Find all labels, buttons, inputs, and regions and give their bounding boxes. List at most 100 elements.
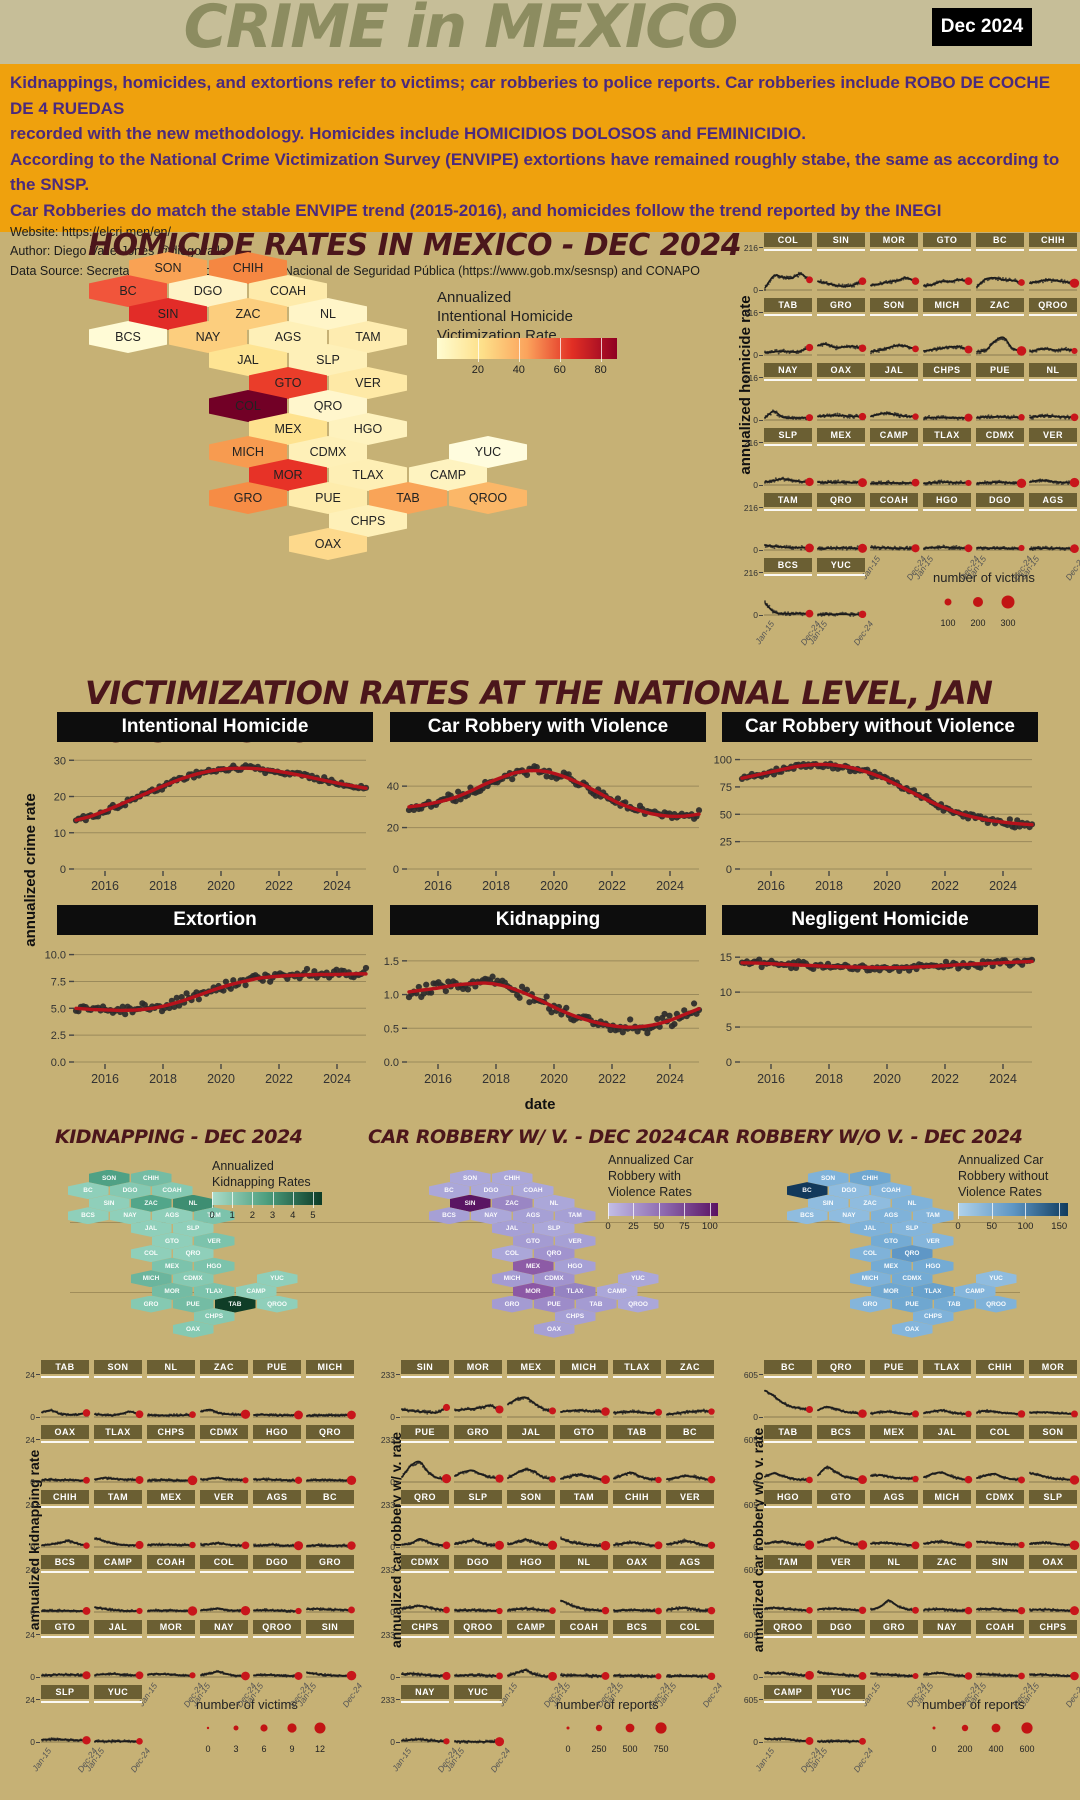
robbery_nv-cell-header-coah: COAH bbox=[976, 1620, 1024, 1634]
svg-text:2020: 2020 bbox=[540, 879, 568, 893]
cell-underline bbox=[666, 1376, 714, 1378]
robbery_nv-cell-header-chps: CHPS bbox=[1029, 1620, 1077, 1634]
svg-text:20: 20 bbox=[387, 823, 399, 835]
homicide-cell-chart-pue bbox=[976, 414, 1025, 421]
hex-kidnapping-chih: CHIH bbox=[130, 1169, 172, 1187]
ytick-dash bbox=[759, 420, 763, 421]
cell-underline bbox=[923, 444, 971, 446]
cell-underline bbox=[41, 1571, 89, 1573]
hex-robbery_nv-oax: OAX bbox=[891, 1320, 933, 1338]
homicide-cell-header-sin: SIN bbox=[817, 233, 865, 247]
svg-text:2020: 2020 bbox=[873, 1072, 901, 1086]
cell-underline bbox=[666, 1441, 714, 1443]
national-chart-5: 0 5 10 15 2016 2018 2020 2022 2024 bbox=[720, 952, 1036, 1086]
robbery_v-ytick-min: 0 bbox=[390, 1412, 395, 1422]
national-chart-title-5: Negligent Homicide bbox=[722, 905, 1038, 935]
kidnapping-cell-chart-col bbox=[200, 1605, 251, 1616]
ytick-dash bbox=[759, 1612, 763, 1613]
hex-robbery_nv-ver: VER bbox=[912, 1232, 954, 1250]
homicide-cell-chart-qroo bbox=[1029, 346, 1078, 356]
hex-kidnapping-camp: CAMP bbox=[235, 1282, 277, 1300]
svg-text:300: 300 bbox=[1000, 618, 1015, 628]
homicide-cell-chart-jal bbox=[870, 411, 919, 421]
hex-robbery_nv-slp: SLP bbox=[891, 1219, 933, 1237]
cell-underline bbox=[666, 1571, 714, 1573]
homicide-cell-header-dgo: DGO bbox=[976, 493, 1024, 507]
national-chart-1: 0 20 40 2016 2018 2020 2022 2024 bbox=[387, 763, 703, 893]
homicide-cell-header-bc: BC bbox=[976, 233, 1024, 247]
robbery_nv-cell-chart-gto bbox=[817, 1536, 868, 1550]
svg-text:200: 200 bbox=[970, 618, 985, 628]
hex-kidnapping-mex: MEX bbox=[151, 1257, 193, 1275]
robbery_nv-cell-chart-son bbox=[1029, 1471, 1080, 1485]
svg-text:2020: 2020 bbox=[207, 1072, 235, 1086]
ytick-dash bbox=[396, 1569, 400, 1570]
robbery_v-cell-header-pue: PUE bbox=[401, 1425, 449, 1439]
hex-robbery_v-sin: SIN bbox=[449, 1194, 491, 1212]
hex-robbery_v-col: COL bbox=[491, 1245, 533, 1263]
hex-kidnapping-bcs: BCS bbox=[67, 1207, 109, 1225]
cell-underline bbox=[306, 1376, 354, 1378]
ytick-dash bbox=[396, 1699, 400, 1700]
ytick-dash bbox=[396, 1742, 400, 1743]
hex-robbery_v-mor: MOR bbox=[512, 1282, 554, 1300]
svg-text:0.5: 0.5 bbox=[384, 1023, 399, 1035]
kidnapping-ytick-max: 24 bbox=[25, 1630, 35, 1640]
kidnapping-cell-chart-ags bbox=[253, 1541, 304, 1551]
kidnapping-ytick-min: 0 bbox=[30, 1542, 35, 1552]
robbery_nv-cell-header-dgo: DGO bbox=[817, 1620, 865, 1634]
kidnapping-cell-chart-gto bbox=[41, 1671, 91, 1680]
cell-underline bbox=[560, 1636, 608, 1638]
robbery_nv-cell-chart-bc bbox=[764, 1389, 814, 1418]
hex-robbery_v-cdmx: CDMX bbox=[533, 1270, 575, 1288]
svg-text:0.0: 0.0 bbox=[51, 1057, 66, 1069]
ytick-dash bbox=[759, 572, 763, 573]
svg-text:2024: 2024 bbox=[323, 879, 351, 893]
robbery_nv-ytick-max: 605 bbox=[743, 1500, 758, 1510]
cell-underline bbox=[253, 1571, 301, 1573]
kidnapping-legend-title: Annualized Kidnapping Rates bbox=[212, 1159, 311, 1189]
svg-text:5: 5 bbox=[726, 1022, 732, 1034]
ytick-dash bbox=[396, 1677, 400, 1678]
hex-robbery_nv-coah: COAH bbox=[870, 1182, 912, 1200]
kidnapping-cell-chart-mor bbox=[147, 1672, 196, 1679]
ytick-dash bbox=[36, 1742, 40, 1743]
svg-text:100: 100 bbox=[940, 618, 955, 628]
cell-underline bbox=[147, 1571, 195, 1573]
cell-underline bbox=[253, 1506, 301, 1508]
kidnapping-cell-header-sin: SIN bbox=[306, 1620, 354, 1634]
national-chart-title-2: Car Robbery without Violence bbox=[722, 712, 1038, 742]
svg-text:10: 10 bbox=[720, 987, 732, 999]
kidnapping-cell-header-ver: VER bbox=[200, 1490, 248, 1504]
ytick-dash bbox=[396, 1634, 400, 1635]
robbery_nv-ytick-max: 605 bbox=[743, 1630, 758, 1640]
ytick-dash bbox=[759, 355, 763, 356]
hex-robbery_nv-mex: MEX bbox=[870, 1257, 912, 1275]
cell-underline bbox=[870, 1571, 918, 1573]
homicide-cell-chart-son bbox=[870, 343, 919, 356]
svg-text:2022: 2022 bbox=[931, 1072, 959, 1086]
robbery_v-legend-gradient bbox=[608, 1203, 718, 1216]
kidnapping-cell-chart-hgo bbox=[253, 1476, 303, 1484]
hex-robbery_v-nay: NAY bbox=[470, 1207, 512, 1225]
kidnapping-cell-header-dgo: DGO bbox=[253, 1555, 301, 1569]
homicide-cell-chart-bcs bbox=[764, 600, 814, 618]
robbery_v-cell-chart-mex bbox=[507, 1396, 557, 1418]
hex-kidnapping-mor: MOR bbox=[151, 1282, 193, 1300]
hex-robbery_nv-chih: CHIH bbox=[849, 1169, 891, 1187]
robbery_v-cell-chart-coah bbox=[560, 1672, 610, 1680]
kidnapping-cell-chart-coah bbox=[147, 1606, 198, 1616]
ytick-dash bbox=[759, 1634, 763, 1635]
kidnapping-legend-tick-label: 2 bbox=[249, 1210, 256, 1221]
robbery_v-cell-header-tab: TAB bbox=[613, 1425, 661, 1439]
hex-robbery_v-zac: ZAC bbox=[491, 1194, 533, 1212]
hex-kidnapping-pue: PUE bbox=[172, 1295, 214, 1313]
robbery_v-cell-chart-ags bbox=[666, 1605, 716, 1615]
cell-underline bbox=[976, 509, 1024, 511]
kidnapping-cell-header-col: COL bbox=[200, 1555, 248, 1569]
svg-text:30: 30 bbox=[54, 755, 66, 767]
robbery_nv-ytick-max: 605 bbox=[743, 1695, 758, 1705]
hex-robbery_nv-gto: GTO bbox=[870, 1232, 912, 1250]
homicide-legend-tick-label: 20 bbox=[471, 364, 485, 376]
